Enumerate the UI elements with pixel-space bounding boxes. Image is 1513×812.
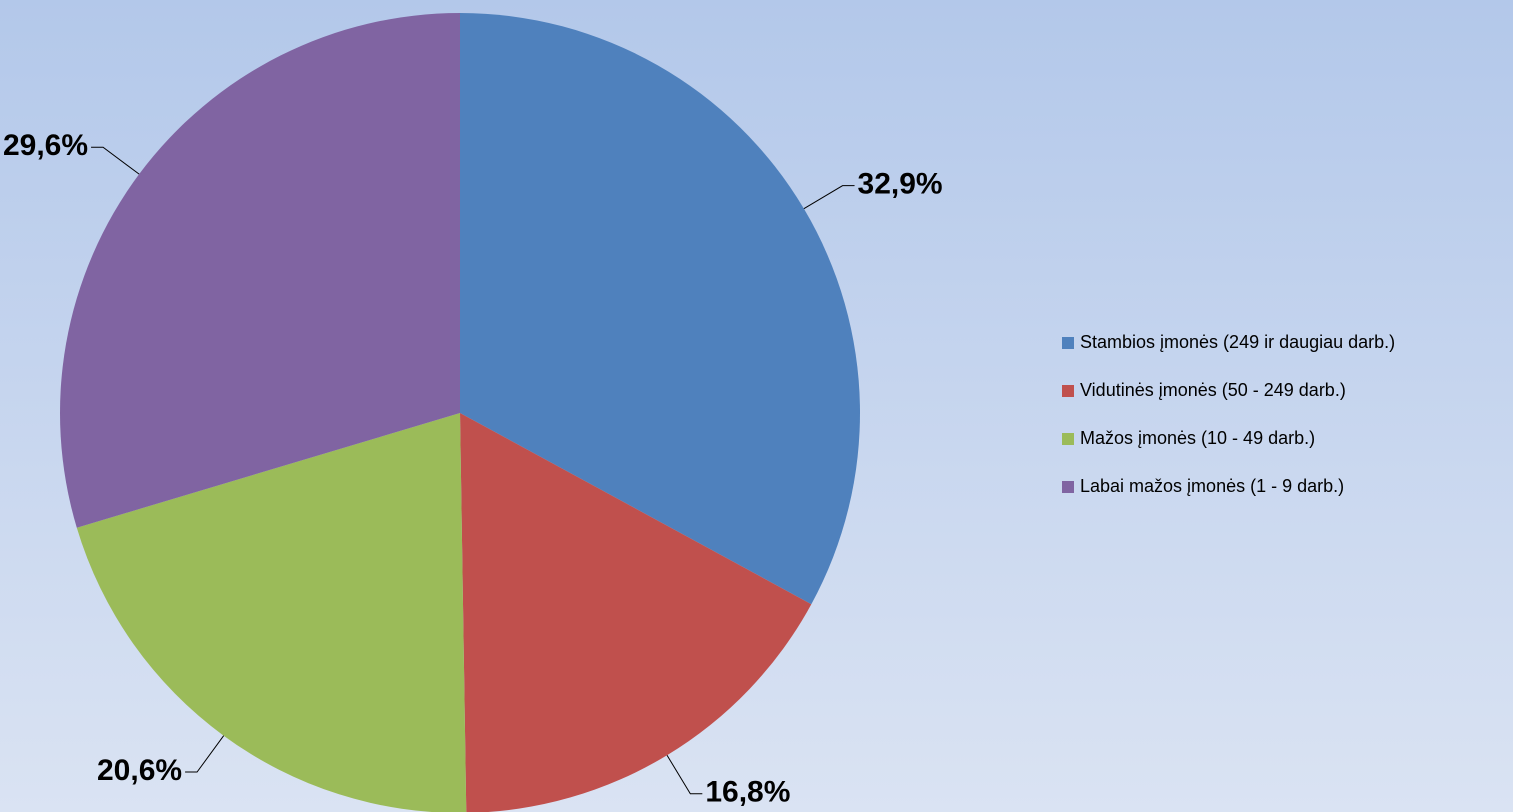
legend-swatch — [1062, 385, 1074, 397]
data-label: 32,9% — [858, 168, 943, 201]
pie-slice — [460, 413, 812, 812]
pie-slice — [460, 13, 860, 605]
legend-swatch — [1062, 337, 1074, 349]
legend-swatch — [1062, 433, 1074, 445]
leader-line — [185, 735, 225, 773]
legend-label: Labai mažos įmonės (1 - 9 darb.) — [1080, 476, 1344, 496]
pie-slice — [76, 413, 467, 812]
data-label: 29,6% — [3, 129, 88, 162]
legend-label: Vidutinės įmonės (50 - 249 darb.) — [1080, 380, 1346, 400]
leader-line — [803, 185, 855, 210]
pie-slice — [59, 13, 460, 528]
leader-line — [666, 754, 703, 795]
legend-label: Mažos įmonės (10 - 49 darb.) — [1080, 428, 1315, 448]
data-label: 20,6% — [97, 754, 182, 787]
legend-label: Stambios įmonės (249 ir daugiau darb.) — [1080, 332, 1395, 352]
data-label: 16,8% — [705, 776, 790, 809]
leader-line — [91, 146, 140, 175]
legend-swatch — [1062, 481, 1074, 493]
